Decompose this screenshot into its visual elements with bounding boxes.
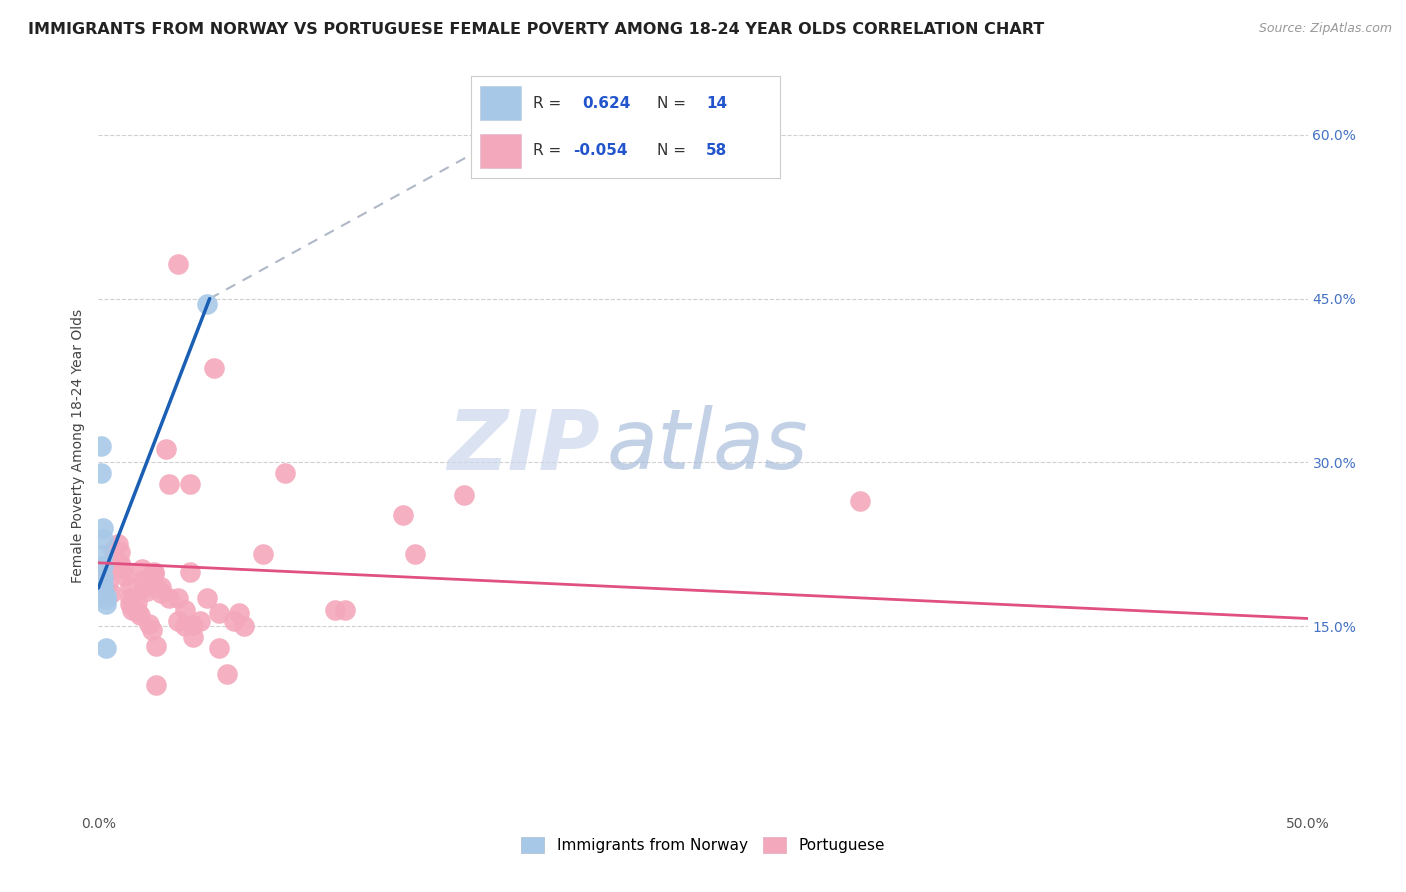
Point [404, 547, 426, 561]
Point [181, 618, 204, 632]
Point [135, 584, 157, 599]
Point [195, 297, 218, 311]
Point [453, 488, 475, 502]
Point [167, 257, 190, 271]
Point [101, 542, 124, 557]
Point [127, 604, 149, 618]
Point [273, 467, 295, 481]
Text: R =: R = [533, 144, 567, 158]
Point [90, 439, 112, 453]
Point [118, 591, 141, 605]
Point [108, 545, 131, 559]
Point [228, 606, 250, 620]
Bar [481, 87, 520, 120]
Point [138, 616, 160, 631]
Point [141, 624, 163, 638]
Text: R =: R = [533, 96, 567, 111]
Point [325, 603, 347, 617]
Point [167, 591, 190, 605]
Point [167, 614, 190, 628]
Point [188, 614, 211, 628]
Point [131, 562, 153, 576]
Point [181, 630, 204, 644]
Point [150, 586, 173, 600]
Point [392, 508, 415, 522]
Point [111, 562, 134, 576]
Text: Source: ZipAtlas.com: Source: ZipAtlas.com [1258, 22, 1392, 36]
Point [90, 467, 112, 481]
Point [145, 580, 167, 594]
Text: -0.054: -0.054 [574, 144, 627, 158]
Point [179, 477, 201, 491]
Point [208, 640, 231, 655]
Point [94, 565, 117, 579]
Point [145, 639, 167, 653]
Point [91, 532, 114, 546]
Point [91, 521, 114, 535]
Point [157, 477, 180, 491]
Point [252, 547, 274, 561]
Point [195, 591, 218, 605]
Point [174, 619, 197, 633]
Point [208, 606, 231, 620]
Text: N =: N = [657, 96, 690, 111]
Point [94, 591, 117, 606]
Text: 58: 58 [706, 144, 727, 158]
Text: 14: 14 [706, 96, 727, 111]
Point [108, 556, 131, 570]
Text: IMMIGRANTS FROM NORWAY VS PORTUGUESE FEMALE POVERTY AMONG 18-24 YEAR OLDS CORREL: IMMIGRANTS FROM NORWAY VS PORTUGUESE FEM… [28, 22, 1045, 37]
Point [91, 584, 114, 599]
Point [155, 442, 177, 457]
Point [849, 493, 872, 508]
Legend: Immigrants from Norway, Portuguese: Immigrants from Norway, Portuguese [516, 830, 890, 859]
Text: N =: N = [657, 144, 690, 158]
Point [107, 537, 129, 551]
Point [91, 548, 114, 562]
Point [127, 595, 149, 609]
Point [121, 603, 143, 617]
Text: ZIP: ZIP [447, 406, 600, 486]
Point [134, 574, 156, 588]
Point [91, 570, 114, 584]
Point [114, 569, 136, 583]
Point [333, 603, 356, 617]
Point [215, 667, 238, 681]
Point [94, 640, 117, 655]
Point [94, 589, 117, 603]
Point [222, 614, 245, 628]
Point [91, 559, 114, 574]
Point [100, 586, 122, 600]
Point [143, 566, 166, 581]
Point [145, 678, 167, 692]
Text: atlas: atlas [606, 406, 808, 486]
Point [118, 597, 141, 611]
Point [174, 603, 197, 617]
Point [94, 597, 117, 611]
Point [157, 591, 180, 605]
Point [150, 580, 173, 594]
Point [232, 619, 254, 633]
Point [97, 575, 120, 590]
Text: 0.624: 0.624 [582, 96, 631, 111]
Point [143, 565, 166, 579]
Point [128, 608, 150, 623]
Y-axis label: Female Poverty Among 18-24 Year Olds: Female Poverty Among 18-24 Year Olds [72, 309, 86, 583]
Point [179, 565, 201, 579]
Point [204, 361, 226, 376]
Point [118, 580, 141, 594]
Point [91, 577, 114, 591]
Bar [481, 135, 520, 168]
Point [134, 580, 156, 594]
